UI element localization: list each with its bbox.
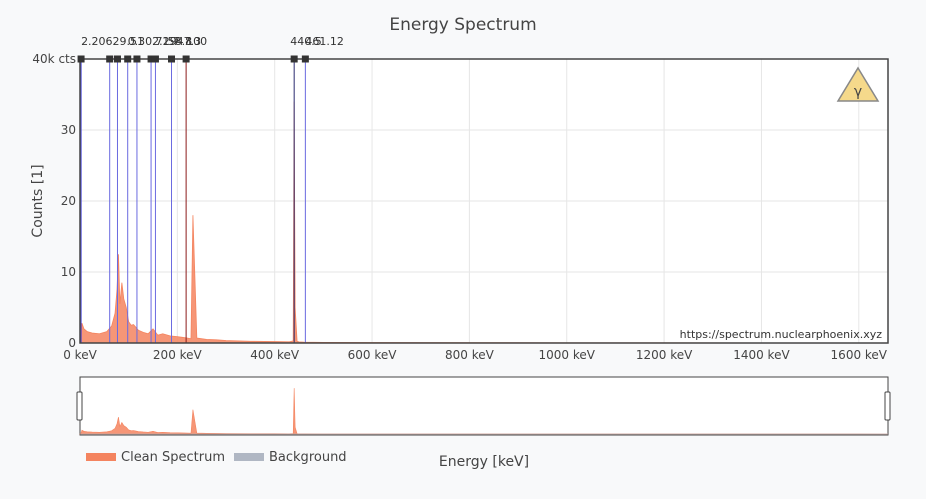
peak-marker-head[interactable]: [124, 55, 132, 63]
range-slider-handle-left[interactable]: [76, 391, 83, 421]
spectrum-area: [80, 101, 888, 343]
x-tick-label: 200 keV: [153, 348, 203, 362]
y-tick-label: 10: [61, 265, 76, 279]
peak-marker-head[interactable]: [182, 55, 190, 63]
legend-clean-spectrum[interactable]: Clean Spectrum: [86, 450, 225, 465]
peak-marker-head[interactable]: [147, 55, 155, 63]
x-tick-label: 0 keV: [63, 348, 97, 362]
x-axis-ticks: 0 keV 200 keV 400 keV 600 keV 800 keV 1000 ke…: [63, 348, 888, 362]
peak-marker-head[interactable]: [77, 55, 85, 63]
x-axis-label: Energy [keV]: [439, 454, 529, 470]
x-tick-label: 1600 keV: [831, 348, 888, 362]
peak-marker-head[interactable]: [151, 55, 159, 63]
legend-label-clean: Clean Spectrum: [121, 450, 225, 465]
x-tick-label: 600 keV: [348, 348, 398, 362]
peak-marker-label: 0.302.2947.3: [128, 35, 201, 48]
peak-marker-label: 461.12: [305, 35, 344, 48]
legend-swatch-clean: [86, 453, 116, 461]
legend-label-background: Background: [269, 450, 347, 465]
peak-marker-label: 440.5: [290, 35, 322, 48]
y-tick-label: 20: [61, 194, 76, 208]
range-slider-frame[interactable]: [79, 376, 889, 436]
watermark-url[interactable]: https://spectrum.nuclearphoenix.xyz: [680, 328, 883, 341]
legend-background[interactable]: Background: [234, 450, 347, 465]
peak-marker-head[interactable]: [168, 55, 176, 63]
x-tick-label: 1400 keV: [733, 348, 790, 362]
y-axis-label: Counts [1]: [30, 164, 46, 237]
peak-marker-head[interactable]: [290, 55, 298, 63]
gamma-symbol: γ: [854, 84, 862, 100]
peak-marker-label: 100: [186, 35, 207, 48]
plot-frame: [79, 58, 889, 344]
range-slider-preview: [79, 388, 889, 435]
peak-marker-lines: [80, 59, 306, 343]
peak-marker-label: 2.20629.51: [81, 35, 144, 48]
peak-marker-head[interactable]: [106, 55, 114, 63]
peak-marker-head[interactable]: [113, 55, 121, 63]
chart-title: Energy Spectrum: [389, 15, 536, 35]
peak-marker-heads[interactable]: [77, 55, 309, 63]
y-axis-ticks: 0 10 20 30 40k cts: [32, 52, 76, 350]
y-tick-label: 40k cts: [32, 52, 76, 66]
y-tick-label: 30: [61, 123, 76, 137]
x-tick-label: 1000 keV: [539, 348, 596, 362]
x-tick-label: 400 keV: [250, 348, 300, 362]
peak-marker-label: 71.7: [155, 35, 180, 48]
peak-marker-label: 58.8: [168, 35, 193, 48]
legend-swatch-background: [234, 453, 264, 461]
series-area-0: [80, 101, 888, 343]
range-slider-handle-right[interactable]: [884, 391, 891, 421]
x-tick-label: 800 keV: [445, 348, 495, 362]
x-tick-label: 1200 keV: [636, 348, 693, 362]
radiation-warning-icon: γ: [836, 66, 880, 102]
peak-marker-head[interactable]: [301, 55, 309, 63]
peak-marker-head[interactable]: [133, 55, 141, 63]
y-tick-label: 0: [68, 336, 76, 350]
